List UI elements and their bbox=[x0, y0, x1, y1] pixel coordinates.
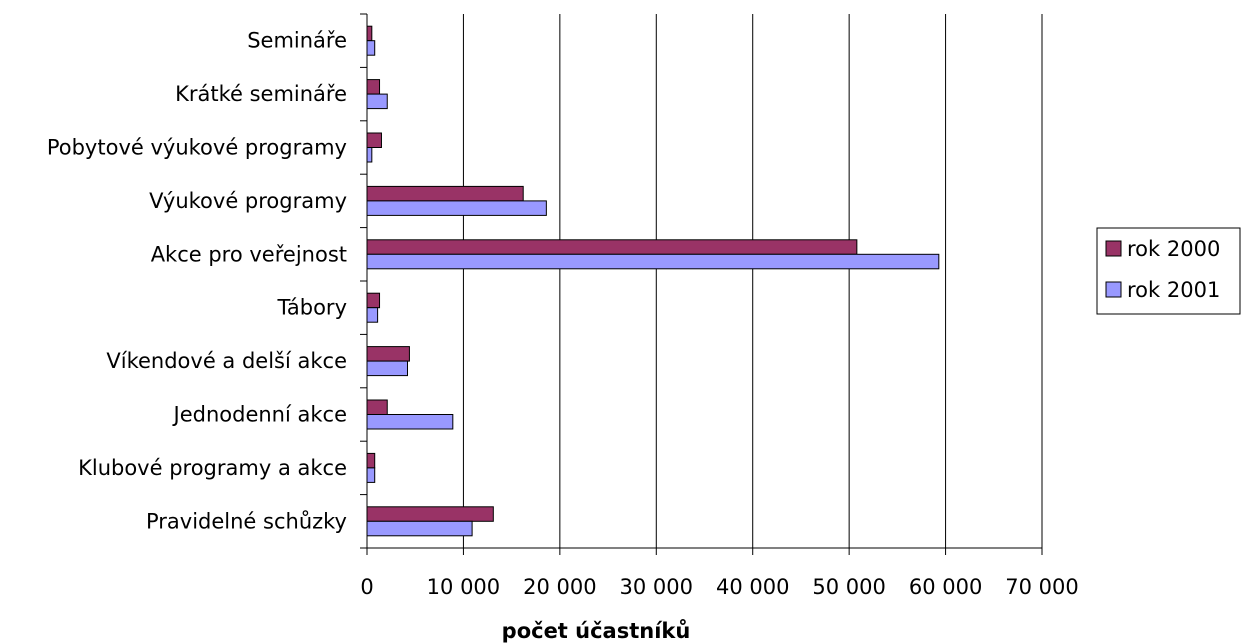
x-tick-labels: 0 10 000 20 000 30 000 40 000 50 000 60 000 70 … bbox=[360, 575, 1078, 599]
x-tick-label: 10 000 bbox=[427, 575, 500, 599]
bar bbox=[366, 25, 373, 42]
bar bbox=[366, 399, 388, 415]
category-label: Pobytové výukové programy bbox=[47, 136, 347, 160]
bar bbox=[366, 360, 408, 377]
x-tick-label: 40 000 bbox=[716, 575, 789, 599]
x-tick-label: 0 bbox=[360, 575, 373, 599]
x-tick-label: 20 000 bbox=[523, 575, 596, 599]
category-label: Klubové programy a akce bbox=[78, 456, 347, 480]
bar bbox=[366, 346, 410, 362]
category-label: Výukové programy bbox=[149, 189, 347, 213]
axes bbox=[360, 13, 1043, 555]
bar bbox=[366, 200, 547, 216]
category-label: Tábory bbox=[277, 296, 347, 320]
gridlines bbox=[462, 14, 1043, 548]
legend-swatch bbox=[1105, 281, 1122, 298]
bars bbox=[366, 25, 940, 537]
category-label: Pravidelné schůzky bbox=[146, 509, 347, 533]
bar bbox=[366, 40, 376, 56]
category-label: Víkendové a delší akce bbox=[106, 349, 347, 373]
bar bbox=[366, 239, 858, 255]
legend-label: rok 2001 bbox=[1127, 278, 1220, 302]
category-label: Jednodenní akce bbox=[172, 403, 347, 427]
bar bbox=[366, 520, 473, 537]
bar bbox=[366, 79, 381, 95]
bar bbox=[366, 185, 524, 202]
bar bbox=[366, 93, 388, 110]
bar bbox=[366, 452, 376, 469]
bar bbox=[366, 147, 373, 163]
legend: rok 2000 rok 2001 bbox=[1096, 227, 1241, 315]
legend-label: rok 2000 bbox=[1127, 237, 1220, 261]
legend-swatch bbox=[1105, 240, 1122, 257]
x-tick-label: 50 000 bbox=[812, 575, 885, 599]
category-label: Krátké semináře bbox=[175, 82, 347, 106]
category-label: Semináře bbox=[247, 29, 347, 53]
category-label: Akce pro veřejnost bbox=[151, 242, 347, 266]
bar bbox=[366, 467, 376, 483]
bar bbox=[366, 414, 454, 430]
bar bbox=[366, 506, 494, 522]
x-axis-title: počet účastníků bbox=[502, 619, 691, 643]
bar bbox=[366, 253, 940, 270]
bar bbox=[366, 132, 382, 148]
bar bbox=[366, 292, 381, 309]
x-tick-label: 60 000 bbox=[909, 575, 982, 599]
bar bbox=[366, 307, 379, 323]
x-tick-label: 30 000 bbox=[620, 575, 693, 599]
category-labels: Semináře Krátké semináře Pobytové výukové … bbox=[47, 29, 347, 534]
x-tick-label: 70 000 bbox=[1005, 575, 1078, 599]
